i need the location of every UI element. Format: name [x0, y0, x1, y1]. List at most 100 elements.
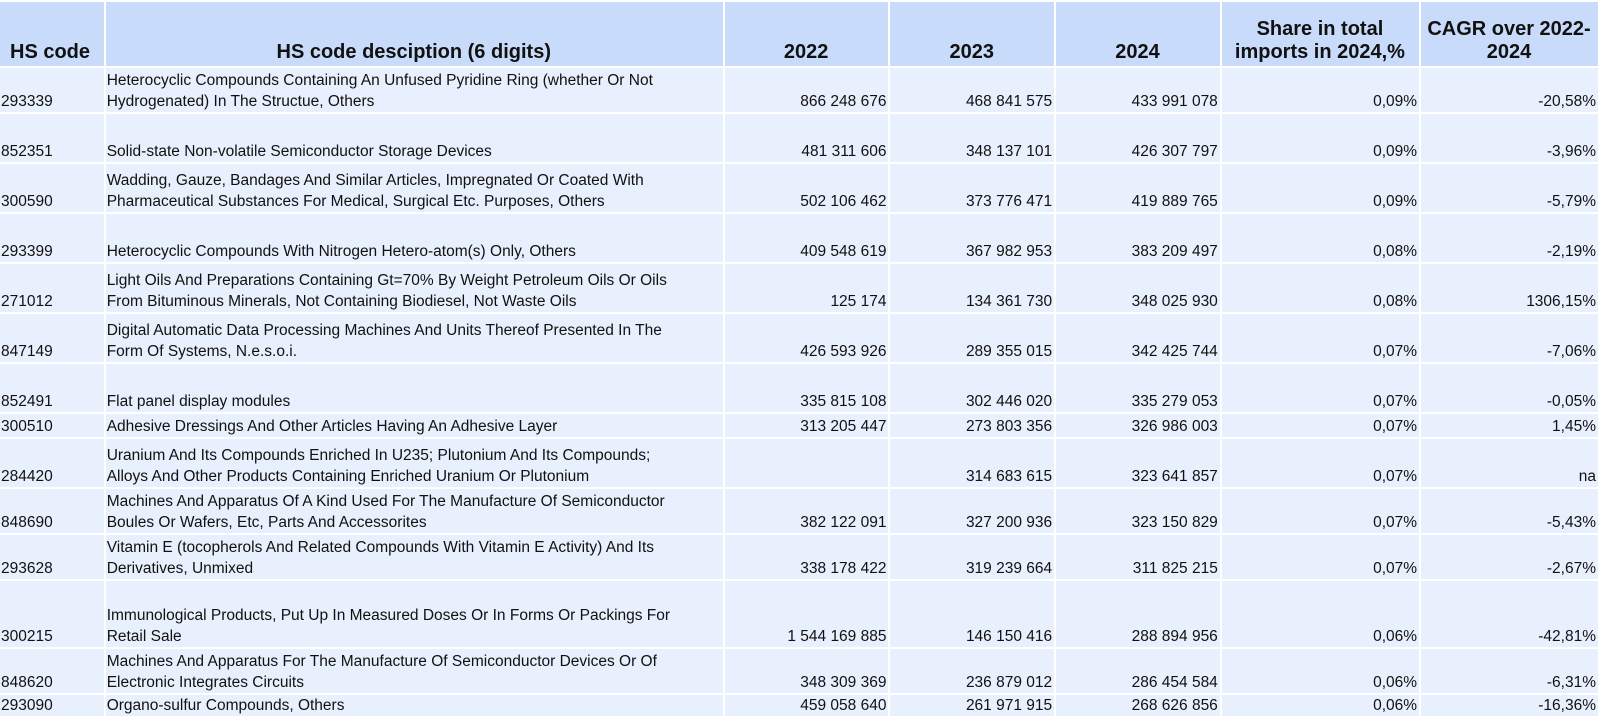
share-cell: 0,09%	[1221, 114, 1420, 162]
description-cell: Organo-sulfur Compounds, Others	[105, 695, 723, 716]
value-2024-cell: 323 641 857	[1056, 439, 1220, 487]
value-2022-cell: 502 106 462	[724, 164, 889, 212]
cagr-cell: -7,06%	[1421, 314, 1598, 362]
table-row: 293090 Organo-sulfur Compounds, Others 45…	[0, 695, 1598, 716]
table-row: 852491 Flat panel display modules 335 815 …	[0, 364, 1598, 412]
value-2023-cell: 373 776 471	[890, 164, 1055, 212]
table-row: 848690 Machines And Apparatus Of A Kind …	[0, 489, 1598, 533]
hs-code-cell: 848620	[0, 649, 104, 693]
value-2022-cell: 426 593 926	[724, 314, 889, 362]
value-2022-cell: 338 178 422	[724, 535, 889, 579]
description-cell: Digital Automatic Data Processing Machin…	[105, 314, 723, 362]
share-cell: 0,07%	[1221, 439, 1420, 487]
cagr-cell: -20,58%	[1421, 68, 1598, 112]
value-2022-cell	[724, 439, 889, 487]
share-cell: 0,07%	[1221, 414, 1420, 437]
description-cell: Flat panel display modules	[105, 364, 723, 412]
value-2023-cell: 289 355 015	[890, 314, 1055, 362]
description-cell: Machines And Apparatus Of A Kind Used Fo…	[105, 489, 723, 533]
share-cell: 0,08%	[1221, 214, 1420, 262]
table-row: 293399 Heterocyclic Compounds With Nitro…	[0, 214, 1598, 262]
description-cell: Light Oils And Preparations Containing G…	[105, 264, 723, 312]
cagr-cell: -42,81%	[1421, 581, 1598, 647]
table-row: 284420 Uranium And Its Compounds Enriche…	[0, 439, 1598, 487]
value-2023-cell: 146 150 416	[890, 581, 1055, 647]
share-cell: 0,07%	[1221, 489, 1420, 533]
hs-code-cell: 293090	[0, 695, 104, 716]
hs-code-cell: 300590	[0, 164, 104, 212]
description-cell: Heterocyclic Compounds Containing An Unf…	[105, 68, 723, 112]
share-cell: 0,06%	[1221, 649, 1420, 693]
cagr-cell: -6,31%	[1421, 649, 1598, 693]
share-cell: 0,07%	[1221, 364, 1420, 412]
value-2023-cell: 468 841 575	[890, 68, 1055, 112]
share-cell: 0,06%	[1221, 695, 1420, 716]
table-row: 300510 Adhesive Dressings And Other Arti…	[0, 414, 1598, 437]
table-row: 848620 Machines And Apparatus For The Ma…	[0, 649, 1598, 693]
cagr-cell: -2,67%	[1421, 535, 1598, 579]
description-cell: Heterocyclic Compounds With Nitrogen Het…	[105, 214, 723, 262]
hs-code-cell: 293399	[0, 214, 104, 262]
description-cell: Vitamin E (tocopherols And Related Compo…	[105, 535, 723, 579]
value-2023-cell: 348 137 101	[890, 114, 1055, 162]
header-hs-code: HS code	[0, 2, 104, 66]
table-row: 293628 Vitamin E (tocopherols And Relate…	[0, 535, 1598, 579]
header-share: Share in total imports in 2024,%	[1221, 2, 1420, 66]
value-2024-cell: 311 825 215	[1056, 535, 1220, 579]
cagr-cell: -5,43%	[1421, 489, 1598, 533]
description-cell: Uranium And Its Compounds Enriched In U2…	[105, 439, 723, 487]
header-row: HS code HS code desciption (6 digits) 20…	[0, 2, 1598, 66]
value-2024-cell: 433 991 078	[1056, 68, 1220, 112]
share-cell: 0,09%	[1221, 68, 1420, 112]
value-2024-cell: 419 889 765	[1056, 164, 1220, 212]
share-cell: 0,07%	[1221, 535, 1420, 579]
table-row: 300590 Wadding, Gauze, Bandages And Simi…	[0, 164, 1598, 212]
value-2024-cell: 342 425 744	[1056, 314, 1220, 362]
value-2022-cell: 409 548 619	[724, 214, 889, 262]
hs-code-cell: 271012	[0, 264, 104, 312]
value-2024-cell: 268 626 856	[1056, 695, 1220, 716]
value-2023-cell: 367 982 953	[890, 214, 1055, 262]
table-row: 847149 Digital Automatic Data Processing…	[0, 314, 1598, 362]
value-2022-cell: 459 058 640	[724, 695, 889, 716]
share-cell: 0,08%	[1221, 264, 1420, 312]
header-2023: 2023	[890, 2, 1055, 66]
header-description: HS code desciption (6 digits)	[105, 2, 723, 66]
cagr-cell: na	[1421, 439, 1598, 487]
value-2023-cell: 273 803 356	[890, 414, 1055, 437]
cagr-cell: 1,45%	[1421, 414, 1598, 437]
value-2023-cell: 134 361 730	[890, 264, 1055, 312]
table-row: 271012 Light Oils And Preparations Conta…	[0, 264, 1598, 312]
cagr-cell: 1306,15%	[1421, 264, 1598, 312]
cagr-cell: -2,19%	[1421, 214, 1598, 262]
value-2024-cell: 426 307 797	[1056, 114, 1220, 162]
hs-code-cell: 848690	[0, 489, 104, 533]
value-2023-cell: 327 200 936	[890, 489, 1055, 533]
share-cell: 0,09%	[1221, 164, 1420, 212]
share-cell: 0,06%	[1221, 581, 1420, 647]
header-2022: 2022	[724, 2, 889, 66]
hs-code-cell: 300215	[0, 581, 104, 647]
hs-code-cell: 293339	[0, 68, 104, 112]
value-2022-cell: 1 544 169 885	[724, 581, 889, 647]
table-row: 300215 Immunological Products, Put Up In…	[0, 581, 1598, 647]
value-2024-cell: 348 025 930	[1056, 264, 1220, 312]
value-2023-cell: 319 239 664	[890, 535, 1055, 579]
cagr-cell: -16,36%	[1421, 695, 1598, 716]
value-2022-cell: 481 311 606	[724, 114, 889, 162]
value-2022-cell: 348 309 369	[724, 649, 889, 693]
value-2022-cell: 382 122 091	[724, 489, 889, 533]
value-2023-cell: 314 683 615	[890, 439, 1055, 487]
cagr-cell: -5,79%	[1421, 164, 1598, 212]
value-2022-cell: 335 815 108	[724, 364, 889, 412]
hs-code-cell: 284420	[0, 439, 104, 487]
value-2023-cell: 261 971 915	[890, 695, 1055, 716]
value-2022-cell: 125 174	[724, 264, 889, 312]
hs-code-cell: 852351	[0, 114, 104, 162]
value-2024-cell: 326 986 003	[1056, 414, 1220, 437]
hs-code-cell: 293628	[0, 535, 104, 579]
value-2024-cell: 335 279 053	[1056, 364, 1220, 412]
value-2024-cell: 323 150 829	[1056, 489, 1220, 533]
cagr-cell: -3,96%	[1421, 114, 1598, 162]
